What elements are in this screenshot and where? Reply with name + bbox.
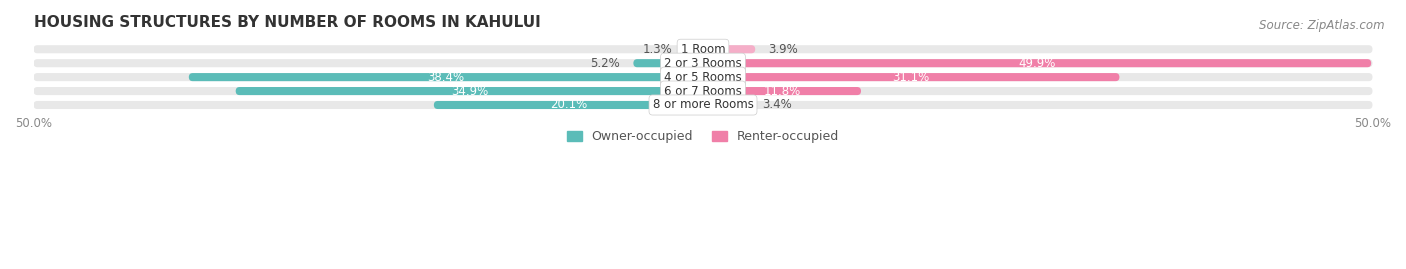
Text: 6 or 7 Rooms: 6 or 7 Rooms xyxy=(664,84,742,98)
Text: 2 or 3 Rooms: 2 or 3 Rooms xyxy=(664,57,742,70)
FancyBboxPatch shape xyxy=(703,59,1371,67)
Text: 5.2%: 5.2% xyxy=(591,57,620,70)
Text: 8 or more Rooms: 8 or more Rooms xyxy=(652,98,754,111)
FancyBboxPatch shape xyxy=(686,45,703,53)
FancyBboxPatch shape xyxy=(703,45,755,53)
FancyBboxPatch shape xyxy=(34,59,1372,67)
Text: 1.3%: 1.3% xyxy=(643,43,672,56)
Text: 20.1%: 20.1% xyxy=(550,98,588,111)
FancyBboxPatch shape xyxy=(34,73,1372,81)
Text: HOUSING STRUCTURES BY NUMBER OF ROOMS IN KAHULUI: HOUSING STRUCTURES BY NUMBER OF ROOMS IN… xyxy=(34,15,540,30)
FancyBboxPatch shape xyxy=(434,101,703,109)
Text: 49.9%: 49.9% xyxy=(1018,57,1056,70)
Text: 3.4%: 3.4% xyxy=(762,98,792,111)
Text: 3.9%: 3.9% xyxy=(769,43,799,56)
FancyBboxPatch shape xyxy=(34,45,1372,53)
Text: 31.1%: 31.1% xyxy=(893,71,929,84)
FancyBboxPatch shape xyxy=(34,87,1372,95)
Text: 38.4%: 38.4% xyxy=(427,71,464,84)
FancyBboxPatch shape xyxy=(703,101,748,109)
Text: 11.8%: 11.8% xyxy=(763,84,800,98)
Legend: Owner-occupied, Renter-occupied: Owner-occupied, Renter-occupied xyxy=(562,125,844,148)
FancyBboxPatch shape xyxy=(236,87,703,95)
Text: 4 or 5 Rooms: 4 or 5 Rooms xyxy=(664,71,742,84)
FancyBboxPatch shape xyxy=(703,87,860,95)
Text: 34.9%: 34.9% xyxy=(451,84,488,98)
FancyBboxPatch shape xyxy=(703,73,1119,81)
Text: Source: ZipAtlas.com: Source: ZipAtlas.com xyxy=(1260,19,1385,32)
Text: 1 Room: 1 Room xyxy=(681,43,725,56)
FancyBboxPatch shape xyxy=(633,59,703,67)
FancyBboxPatch shape xyxy=(34,101,1372,109)
FancyBboxPatch shape xyxy=(188,73,703,81)
